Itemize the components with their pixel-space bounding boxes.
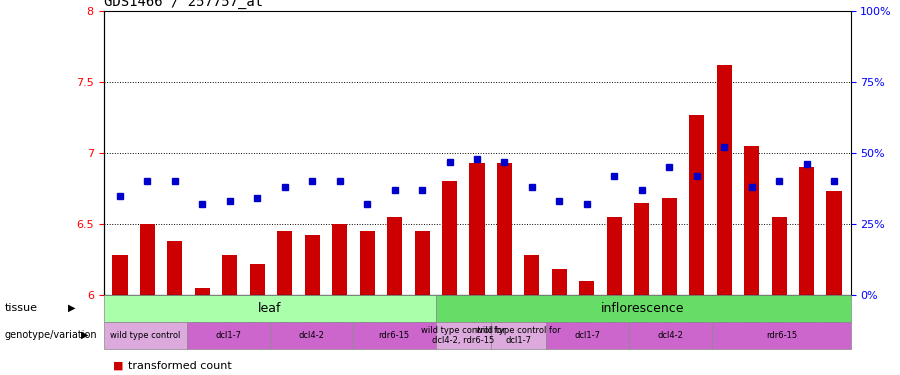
Bar — [249, 264, 265, 295]
Text: transformed count: transformed count — [128, 361, 231, 371]
Bar — [771, 217, 787, 295]
Text: inflorescence: inflorescence — [601, 302, 685, 315]
Bar — [716, 65, 732, 295]
Text: dcl4-2: dcl4-2 — [298, 331, 324, 340]
Bar — [140, 224, 155, 295]
Text: ▶: ▶ — [81, 330, 88, 340]
Bar — [436, 322, 490, 349]
Text: GDS1466 / 257757_at: GDS1466 / 257757_at — [104, 0, 263, 9]
Text: wild type control for
dcl4-2, rdr6-15: wild type control for dcl4-2, rdr6-15 — [421, 326, 506, 345]
Bar — [112, 255, 128, 295]
Bar — [353, 322, 436, 349]
Bar — [712, 322, 850, 349]
Bar — [332, 224, 347, 295]
Bar — [277, 231, 292, 295]
Bar — [104, 322, 186, 349]
Text: leaf: leaf — [257, 302, 281, 315]
Bar — [497, 163, 512, 295]
Bar — [470, 163, 484, 295]
Text: wild type control for
dcl1-7: wild type control for dcl1-7 — [476, 326, 561, 345]
Text: ■: ■ — [112, 361, 123, 371]
Bar — [629, 322, 712, 349]
Bar — [167, 241, 183, 295]
Bar — [442, 182, 457, 295]
Bar — [104, 295, 436, 322]
Text: dcl1-7: dcl1-7 — [575, 331, 600, 340]
Bar — [552, 269, 567, 295]
Bar — [826, 191, 842, 295]
Bar — [634, 202, 649, 295]
Text: wild type control: wild type control — [110, 331, 180, 340]
Text: rdr6-15: rdr6-15 — [378, 331, 410, 340]
Bar — [305, 235, 320, 295]
Bar — [186, 322, 269, 349]
Bar — [222, 255, 238, 295]
Bar — [607, 217, 622, 295]
Text: dcl4-2: dcl4-2 — [658, 331, 684, 340]
Bar — [194, 288, 210, 295]
Bar — [662, 198, 677, 295]
Text: dcl1-7: dcl1-7 — [215, 331, 241, 340]
Bar — [269, 322, 353, 349]
Text: ▶: ▶ — [68, 303, 75, 313]
Bar — [580, 280, 594, 295]
Bar — [689, 115, 705, 295]
Bar — [436, 295, 850, 322]
Bar — [491, 322, 546, 349]
Bar — [799, 167, 815, 295]
Text: rdr6-15: rdr6-15 — [766, 331, 796, 340]
Bar — [546, 322, 629, 349]
Bar — [360, 231, 374, 295]
Bar — [525, 255, 539, 295]
Bar — [415, 231, 429, 295]
Text: genotype/variation: genotype/variation — [4, 330, 97, 340]
Text: tissue: tissue — [4, 303, 38, 313]
Bar — [744, 146, 760, 295]
Bar — [387, 217, 402, 295]
